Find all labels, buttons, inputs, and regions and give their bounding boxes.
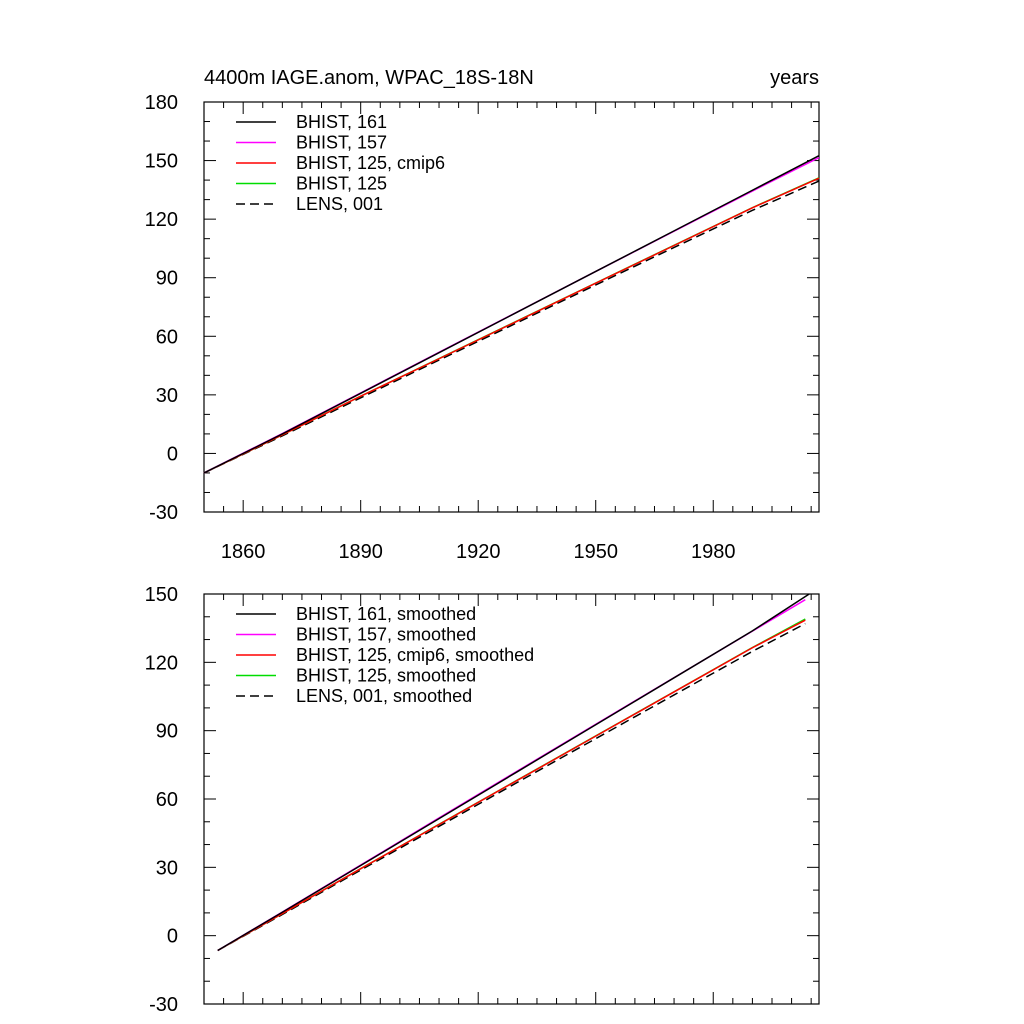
chart-title: 4400m IAGE.anom, WPAC_18S-18N xyxy=(204,67,534,89)
x-tick-label: 1950 xyxy=(573,541,618,563)
x-tick-label: 1890 xyxy=(338,541,383,563)
top-panel: -30 0 30 60 90 120 150 180 1860 1890 1920 1950 1980 B… xyxy=(145,92,820,563)
x-tick-label: 1860 xyxy=(221,541,266,563)
x-tick-label: 1920 xyxy=(456,541,501,563)
legend-label: LENS, 001, smoothed xyxy=(296,686,472,706)
y-tick-label: 60 xyxy=(156,789,178,811)
y-tick-label: 150 xyxy=(145,584,178,606)
series-line-3 xyxy=(203,177,820,474)
y-tick-label: 120 xyxy=(145,652,178,674)
y-tick-label: -30 xyxy=(149,502,178,524)
legend-label: BHIST, 125, cmip6 xyxy=(296,153,445,173)
y-tick-label: 60 xyxy=(156,326,178,348)
series-line-5 xyxy=(217,622,806,952)
y-tick-label: 90 xyxy=(156,721,178,743)
y-tick-label: -30 xyxy=(149,994,178,1016)
y-tick-label: 0 xyxy=(167,443,178,465)
legend-label: BHIST, 161, smoothed xyxy=(296,604,476,624)
y-tick-label: 30 xyxy=(156,857,178,879)
legend-label: BHIST, 125, smoothed xyxy=(296,666,476,686)
series-line-3 xyxy=(217,619,806,952)
series-line-5 xyxy=(203,180,820,474)
x-tick-label: 1980 xyxy=(691,541,736,563)
y-tick-label: 30 xyxy=(156,385,178,407)
plot-frame xyxy=(203,101,820,513)
legend-label: BHIST, 157 xyxy=(296,133,387,153)
chart-units-label: years xyxy=(770,67,819,89)
y-tick-label: 180 xyxy=(145,92,178,114)
series-line-1 xyxy=(217,593,810,952)
legend-label: LENS, 001 xyxy=(296,194,383,214)
legend-label: BHIST, 125, cmip6, smoothed xyxy=(296,645,534,665)
y-tick-label: 150 xyxy=(145,151,178,173)
legend-label: BHIST, 157, smoothed xyxy=(296,625,476,645)
y-tick-label: 120 xyxy=(145,209,178,231)
legend-label: BHIST, 161 xyxy=(296,112,387,132)
legend-label: BHIST, 125 xyxy=(296,174,387,194)
series-line-1 xyxy=(203,155,820,474)
y-tick-label: 0 xyxy=(167,926,178,948)
y-tick-label: 90 xyxy=(156,268,178,290)
